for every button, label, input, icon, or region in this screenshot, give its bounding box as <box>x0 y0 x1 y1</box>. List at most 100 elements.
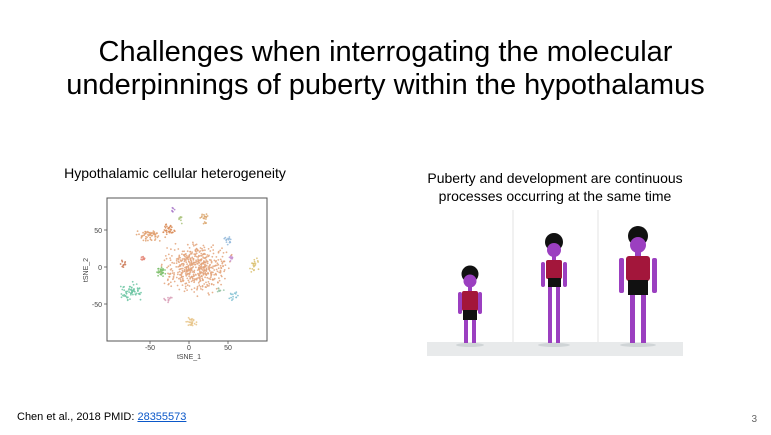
tsne-point <box>184 285 187 288</box>
tsne-point <box>189 250 191 253</box>
tsne-point <box>167 265 170 268</box>
tsne-point <box>201 213 203 216</box>
tsne-point <box>186 263 188 265</box>
tsne-point <box>189 277 191 280</box>
tsne-point <box>179 217 181 219</box>
tsne-point <box>197 258 199 260</box>
tsne-point <box>216 264 218 267</box>
tsne-point <box>123 263 125 266</box>
tsne-point <box>217 287 220 290</box>
tsne-point <box>131 289 134 292</box>
tsne-point <box>160 270 163 273</box>
tsne-point <box>184 287 187 290</box>
tsne-point <box>253 269 255 271</box>
tsne-point <box>198 254 200 257</box>
tsne-point <box>206 255 208 258</box>
tsne-point <box>187 269 190 272</box>
tsne-point <box>181 259 184 262</box>
tsne-point <box>194 273 197 276</box>
tsne-point <box>162 271 165 274</box>
tsne-point <box>204 249 206 252</box>
tsne-point <box>203 266 206 269</box>
tsne-point <box>173 262 175 265</box>
tsne-point <box>220 275 223 278</box>
tsne-point <box>201 277 204 280</box>
tsne-point <box>201 253 204 256</box>
tsne-point <box>154 235 157 238</box>
tsne-point <box>180 280 183 283</box>
tsne-point <box>218 277 220 279</box>
tsne-point <box>167 298 170 301</box>
tsne-point <box>196 295 199 298</box>
tsne-point <box>132 283 135 286</box>
tsne-point <box>181 284 184 286</box>
tsne-point <box>190 262 193 265</box>
tsne-point <box>199 258 202 261</box>
tsne-point <box>223 270 226 273</box>
tsne-point <box>192 275 194 278</box>
tsne-point <box>166 266 168 269</box>
tsne-point <box>256 260 259 262</box>
tsne-point <box>234 293 237 295</box>
tsne-point <box>215 268 218 271</box>
tsne-point <box>169 230 172 233</box>
tsne-point <box>175 266 178 268</box>
tsne-point <box>209 278 212 281</box>
tsne-point <box>199 250 202 252</box>
tsne-point <box>164 236 167 239</box>
tsne-point <box>198 273 201 275</box>
tsne-point <box>199 247 202 249</box>
tsne-point <box>200 288 202 290</box>
tsne-point <box>217 281 219 284</box>
tsne-point <box>223 269 226 271</box>
tsne-point <box>187 324 190 327</box>
tsne-point <box>228 297 231 300</box>
tsne-point <box>185 320 188 323</box>
tsne-point <box>211 278 214 281</box>
tsne-point <box>208 284 210 287</box>
tsne-point <box>163 259 166 262</box>
tsne-point <box>160 263 163 266</box>
tsne-point <box>198 268 201 271</box>
tsne-point <box>208 268 211 271</box>
citation: Chen et al., 2018 PMID: 28355573 <box>17 411 186 423</box>
tsne-point <box>172 278 174 281</box>
tsne-point <box>213 265 216 267</box>
tsne-point <box>201 269 204 271</box>
tsne-point <box>206 260 209 263</box>
tsne-point <box>173 272 176 274</box>
tsne-point <box>185 275 188 277</box>
tsne-point <box>193 291 196 293</box>
tsne-point <box>208 282 211 285</box>
tsne-point <box>168 282 170 285</box>
tsne-point <box>123 289 126 292</box>
tsne-point <box>179 278 182 281</box>
tsne-point <box>175 259 178 262</box>
tsne-point <box>135 292 138 295</box>
tsne-point <box>193 269 196 272</box>
puberty-panel-caption: Puberty and development are continuous p… <box>400 169 710 205</box>
tsne-point <box>171 272 174 274</box>
tsne-point <box>218 279 221 282</box>
tsne-point <box>192 241 194 244</box>
tsne-point <box>134 293 137 296</box>
pmid-link[interactable]: 28355573 <box>137 411 187 423</box>
tsne-point <box>138 287 141 290</box>
tsne-point <box>200 262 203 265</box>
tsne-point <box>195 255 198 258</box>
tsne-point <box>203 215 206 218</box>
tsne-point <box>168 275 170 278</box>
tsne-point <box>184 282 187 285</box>
tsne-point <box>164 255 167 257</box>
tsne-point <box>124 294 127 297</box>
tsne-point <box>192 243 194 245</box>
tsne-point <box>199 266 202 269</box>
tsne-point <box>185 254 188 257</box>
tsne-point <box>141 256 144 258</box>
tsne-point <box>192 273 195 276</box>
y-tick-0: 0 <box>98 265 102 272</box>
tsne-point <box>135 283 138 285</box>
tsne-point <box>148 232 151 234</box>
tsne-point <box>178 255 181 258</box>
tsne-point <box>205 281 207 284</box>
